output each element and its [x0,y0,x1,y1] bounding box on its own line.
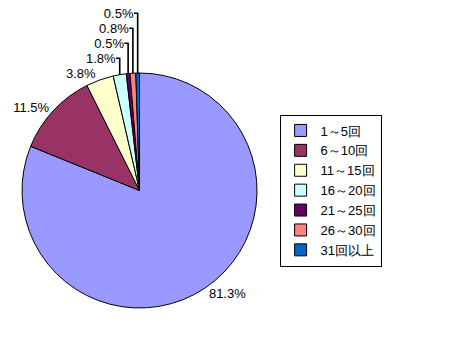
svg-text:6～10回: 6～10回 [321,143,369,158]
svg-text:3.8%: 3.8% [66,66,96,81]
svg-text:0.5%: 0.5% [104,6,134,21]
svg-text:1～5回: 1～5回 [321,124,361,139]
svg-text:31回以上: 31回以上 [321,243,374,258]
svg-text:1.8%: 1.8% [86,51,116,66]
svg-text:11～15回: 11～15回 [321,163,375,178]
svg-text:16～20回: 16～20回 [321,183,376,198]
svg-text:26～30回: 26～30回 [321,223,376,238]
svg-text:0.8%: 0.8% [99,21,129,36]
svg-text:21～25回: 21～25回 [321,203,376,218]
svg-text:0.5%: 0.5% [94,36,124,51]
svg-text:81.3%: 81.3% [209,286,246,301]
svg-text:11.5%: 11.5% [13,100,49,115]
